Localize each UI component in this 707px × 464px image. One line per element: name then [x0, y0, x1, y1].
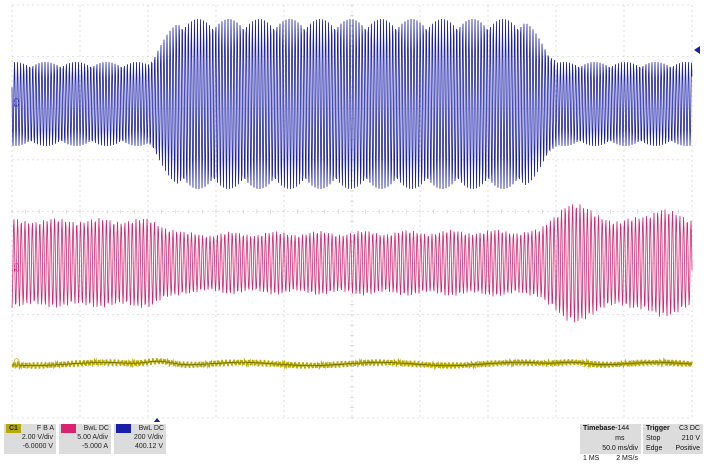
- trigger-slope: Positive: [675, 445, 700, 452]
- waveform-display[interactable]: C3 C2 C1: [0, 0, 707, 422]
- channel-tag-c3: C3: [116, 424, 131, 433]
- timebase-title: Timebase: [583, 425, 616, 432]
- trace-label-c3: C3: [12, 98, 19, 107]
- channel-c1-scale: 2.00 V/div: [21, 434, 53, 441]
- trigger-descriptor[interactable]: Trigger C3 DC Stop 210 V Edge Positive: [643, 424, 703, 454]
- channel-c3-offset: 400.12 V: [134, 443, 163, 450]
- trace-c2: [11, 204, 693, 323]
- trigger-time-marker[interactable]: [153, 418, 161, 422]
- channel-c3-scale: 200 V/div: [133, 434, 163, 441]
- graticule-grid: [11, 4, 693, 419]
- timebase-points: 1 MS: [583, 455, 600, 462]
- trace-c1: [11, 357, 693, 371]
- trace-label-c2: C2: [12, 263, 19, 272]
- channel-c2-offset: -5.000 A: [81, 443, 108, 450]
- trigger-level-marker[interactable]: [694, 46, 700, 54]
- trace-c3: [11, 18, 693, 190]
- channel-c2-descriptor[interactable]: C2 BwL DC 5.00 A/div -5.000 A: [59, 424, 111, 454]
- timebase-rate: 2 MS/s: [616, 455, 638, 462]
- channel-tag-c1: C1: [6, 424, 21, 433]
- channel-c3-descriptor[interactable]: C3 BwL DC 200 V/div 400.12 V: [114, 424, 166, 454]
- timebase-descriptor[interactable]: Timebase -144 ms 50.0 ms/div 1 MS 2 MS/s: [580, 424, 641, 462]
- channel-c1-offset: -6.0000 V: [22, 443, 53, 450]
- channel-c3-coupling: BwL DC: [138, 425, 164, 432]
- status-bar: C1 F B A 2.00 V/div -6.0000 V C2 BwL DC …: [0, 422, 707, 462]
- channel-c2-coupling: BwL DC: [83, 425, 109, 432]
- channel-c1-descriptor[interactable]: C1 F B A 2.00 V/div -6.0000 V: [4, 424, 56, 454]
- channel-c1-coupling: F B A: [36, 425, 54, 432]
- trigger-source: C3 DC: [678, 425, 700, 432]
- timebase-delay: -144 ms: [615, 425, 630, 442]
- channel-c2-scale: 5.00 A/div: [77, 434, 108, 441]
- timebase-tdiv: 50.0 ms/div: [602, 445, 638, 452]
- channel-tag-c2: C2: [61, 424, 76, 433]
- trigger-mode: Stop: [646, 435, 661, 442]
- trigger-level: 210 V: [681, 435, 700, 442]
- trigger-title: Trigger: [646, 425, 670, 432]
- trigger-type: Edge: [646, 445, 663, 452]
- trace-label-c1: C1: [12, 358, 19, 367]
